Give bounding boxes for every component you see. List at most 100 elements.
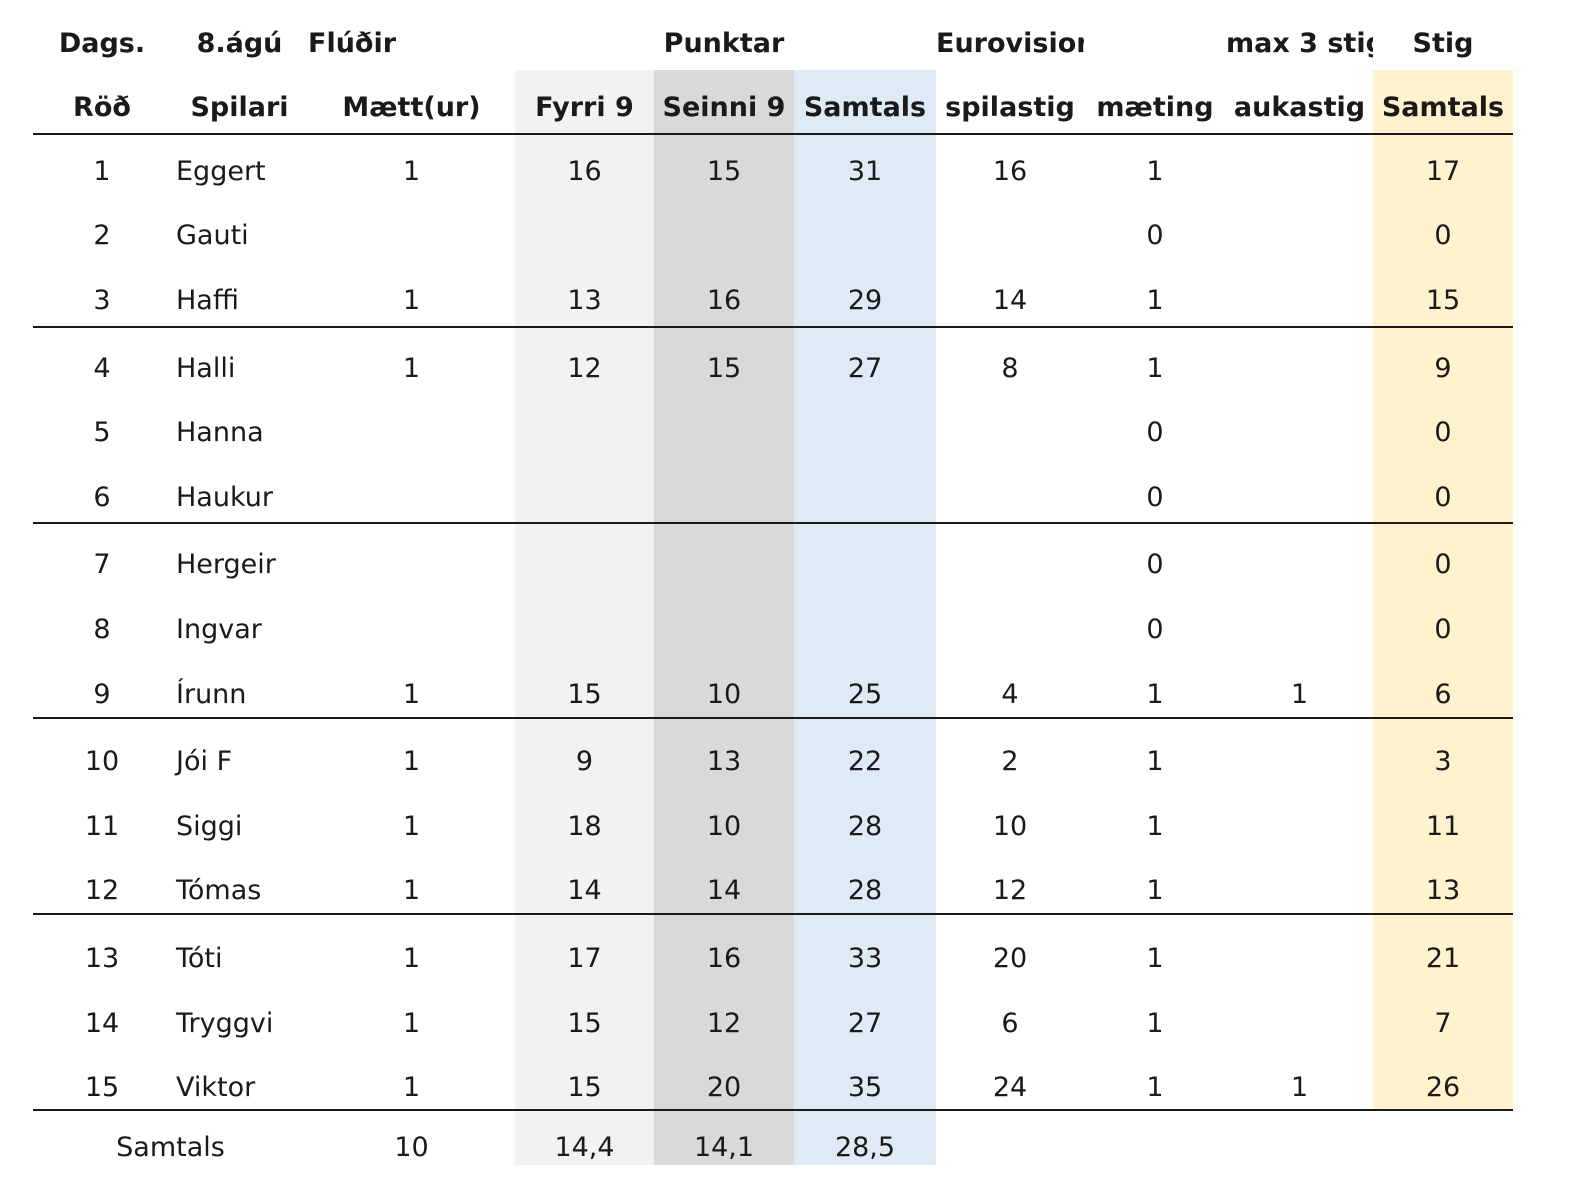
header-fyrri9: Fyrri 9 [535, 91, 634, 123]
table-row: 3 Haffi 1 13 16 29 14 1 15 [33, 268, 1513, 333]
cell-stig: 13 [1425, 875, 1461, 907]
cell-aukastig [1226, 597, 1373, 662]
cell-samtals: 22 [847, 746, 883, 778]
stig-column-band [1373, 70, 1513, 1111]
cell-maett [308, 530, 515, 598]
cell-name: Hergeir [176, 549, 276, 581]
cell-samtals: 25 [847, 678, 883, 710]
cell-seinni [654, 597, 794, 662]
cell-rod: 9 [93, 678, 111, 710]
cell-aukastig [1226, 726, 1373, 794]
cell-seinni: 14 [706, 875, 742, 907]
totals-row: Samtals 10 14,4 14,1 28,5 [33, 1120, 1513, 1176]
cell-fyrri: 13 [567, 284, 602, 316]
cell-aukastig [1226, 204, 1373, 269]
cell-stig: 3 [1434, 746, 1452, 778]
seinni-column-band [654, 70, 794, 1165]
cell-maeting: 1 [1146, 746, 1164, 778]
cell-maett: 1 [402, 678, 421, 710]
header-location: Flúðir [308, 28, 397, 59]
cell-aukastig [1226, 333, 1373, 401]
table-row: 8 Ingvar 0 0 [33, 597, 1513, 662]
cell-maeting: 1 [1146, 1007, 1164, 1039]
cell-fyrri: 16 [567, 155, 602, 187]
cell-samtals: 31 [847, 155, 883, 187]
cell-fyrri: 15 [567, 678, 602, 710]
table-row: 12 Tómas 1 14 14 28 12 1 13 [33, 859, 1513, 924]
cell-rod: 5 [93, 417, 111, 449]
cell-maeting: 1 [1146, 810, 1164, 842]
header-samtals: Samtals [803, 91, 927, 123]
cell-spilastig [936, 204, 1084, 269]
cell-samtals [794, 204, 936, 269]
cell-spilastig [936, 530, 1084, 598]
cell-aukastig: 1 [1290, 678, 1309, 710]
cell-spilastig: 6 [1001, 1007, 1019, 1039]
cell-fyrri: 15 [567, 1072, 602, 1104]
cell-samtals [794, 465, 936, 530]
table-row: 11 Siggi 1 18 10 28 10 1 11 [33, 794, 1513, 859]
cell-spilastig: 14 [992, 284, 1028, 316]
cell-samtals: 33 [847, 942, 883, 974]
cell-aukastig [1226, 991, 1373, 1056]
cell-name: Haffi [176, 284, 239, 316]
header-row-1: Dags. 8.ágú Flúðir Punktar Eurovision ma… [33, 12, 1513, 75]
cell-spilastig: 12 [992, 875, 1028, 907]
cell-rod: 13 [84, 942, 120, 974]
cell-maeting: 0 [1146, 613, 1164, 645]
cell-fyrri: 17 [567, 942, 602, 974]
cell-spilastig [936, 400, 1084, 465]
cell-fyrri [515, 597, 654, 662]
cell-maett [308, 465, 515, 530]
cell-maeting: 1 [1146, 942, 1164, 974]
cell-name: Gauti [176, 220, 249, 252]
cell-samtals [794, 530, 936, 598]
cell-seinni: 15 [706, 155, 742, 187]
cell-stig: 0 [1434, 613, 1452, 645]
fyrri-column-band [515, 70, 654, 1165]
table-row: 9 Írunn 1 15 10 25 4 1 1 6 [33, 662, 1513, 727]
cell-fyrri [515, 400, 654, 465]
table-row: 15 Viktor 1 15 20 35 24 1 1 26 [33, 1055, 1513, 1120]
cell-name: Tómas [176, 875, 262, 907]
scores-table: Dags. 8.ágú Flúðir Punktar Eurovision ma… [33, 12, 1513, 1176]
cell-rod: 1 [93, 155, 111, 187]
cell-stig: 15 [1425, 284, 1461, 316]
group-divider-4 [33, 913, 1513, 915]
cell-name: Tryggvi [176, 1007, 274, 1039]
cell-samtals: 28 [847, 810, 883, 842]
cell-stig: 6 [1434, 678, 1452, 710]
cell-stig: 0 [1434, 481, 1452, 513]
cell-aukastig [1226, 794, 1373, 859]
header-seinni9: Seinni 9 [662, 91, 786, 123]
table-row: 4 Halli 1 12 15 27 8 1 9 [33, 333, 1513, 401]
cell-maett: 1 [402, 1007, 421, 1039]
cell-seinni: 10 [706, 810, 742, 842]
cell-maett: 1 [402, 1072, 421, 1104]
cell-spilastig: 10 [992, 810, 1028, 842]
table-row: 7 Hergeir 0 0 [33, 530, 1513, 598]
cell-aukastig [1226, 923, 1373, 991]
cell-seinni [654, 530, 794, 598]
cell-maeting: 1 [1146, 678, 1164, 710]
group-divider-3 [33, 717, 1513, 719]
cell-name: Haukur [176, 481, 273, 513]
cell-name: Tóti [176, 942, 223, 974]
header-row-2: Röð Spilari Mætt(ur) Fyrri 9 Seinni 9 Sa… [33, 75, 1513, 139]
cell-fyrri: 18 [567, 810, 602, 842]
cell-rod: 10 [84, 746, 120, 778]
cell-seinni: 10 [706, 678, 742, 710]
header-stig-samtals: Samtals [1381, 91, 1505, 123]
cell-spilastig: 16 [992, 155, 1028, 187]
cell-name: Eggert [176, 155, 266, 187]
cell-rod: 8 [93, 613, 111, 645]
cell-seinni: 16 [706, 942, 742, 974]
cell-fyrri: 12 [567, 352, 602, 384]
cell-fyrri [515, 530, 654, 598]
cell-fyrri [515, 465, 654, 530]
cell-aukastig [1226, 400, 1373, 465]
cell-maeting: 0 [1146, 481, 1164, 513]
group-divider-1 [33, 326, 1513, 328]
header-spilastig: spilastig [945, 91, 1075, 123]
cell-seinni [654, 465, 794, 530]
